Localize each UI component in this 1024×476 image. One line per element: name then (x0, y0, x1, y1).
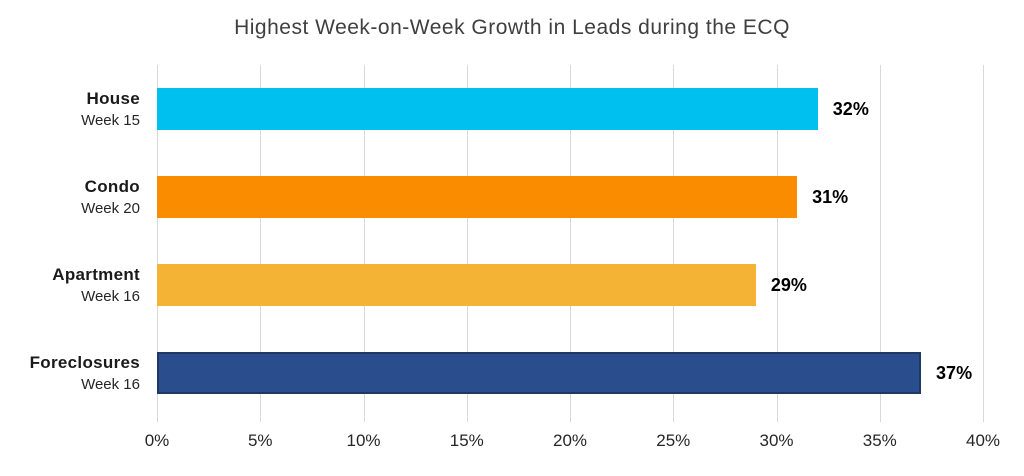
bar-value-label: 37% (936, 362, 973, 383)
x-axis-tick-label: 30% (759, 431, 794, 450)
bar-row-house: 32% (157, 65, 983, 153)
bar-row-apartment: 29% (157, 241, 983, 329)
bar-row-condo: 31% (157, 153, 983, 241)
category-name: Foreclosures (29, 353, 140, 372)
bar (157, 264, 756, 306)
bar-value-label: 31% (812, 186, 849, 207)
category-name: Apartment (52, 265, 140, 284)
chart-title: Highest Week-on-Week Growth in Leads dur… (234, 16, 790, 39)
category-sublabel: Week 16 (81, 376, 140, 393)
x-axis-tick-label: 20% (552, 431, 588, 450)
category-name: House (86, 89, 140, 108)
category-sublabel: Week 15 (81, 112, 140, 129)
bar (157, 88, 818, 130)
bar (157, 352, 922, 394)
x-axis-tick-label: 40% (965, 431, 1001, 450)
category-sublabel: Week 20 (81, 200, 140, 217)
x-axis: 0% 5% 10% 15% 20% 25% 30% 35% 40% (145, 431, 1000, 455)
category-axis: House Week 15 Condo Week 20 Apartment We… (0, 65, 140, 417)
category-name: Condo (84, 177, 140, 196)
category-label-house: House Week 15 (0, 65, 140, 153)
bar-row-foreclosures: 37% (157, 329, 983, 417)
bar-value-label: 29% (770, 274, 807, 295)
plot-area: 32% 31% 29% 37% 0% 5% 10% 15% 20% 25% 30% 35% 40… (145, 65, 1000, 450)
bar-value-label: 32% (832, 98, 869, 119)
category-label-condo: Condo Week 20 (0, 153, 140, 241)
bar (157, 176, 798, 218)
category-label-foreclosures: Foreclosures Week 16 (0, 329, 140, 417)
x-axis-tick-label: 15% (449, 431, 484, 450)
x-axis-tick-label: 5% (247, 431, 273, 450)
category-label-apartment: Apartment Week 16 (0, 241, 140, 329)
category-sublabel: Week 16 (81, 288, 140, 305)
x-axis-tick-label: 25% (656, 431, 691, 450)
bar-rows: 32% 31% 29% 37% (157, 65, 983, 417)
x-axis-tick-label: 10% (346, 431, 381, 450)
gridline (983, 65, 984, 422)
x-axis-tick-label: 0% (144, 431, 170, 450)
x-axis-tick-label: 35% (862, 431, 897, 450)
